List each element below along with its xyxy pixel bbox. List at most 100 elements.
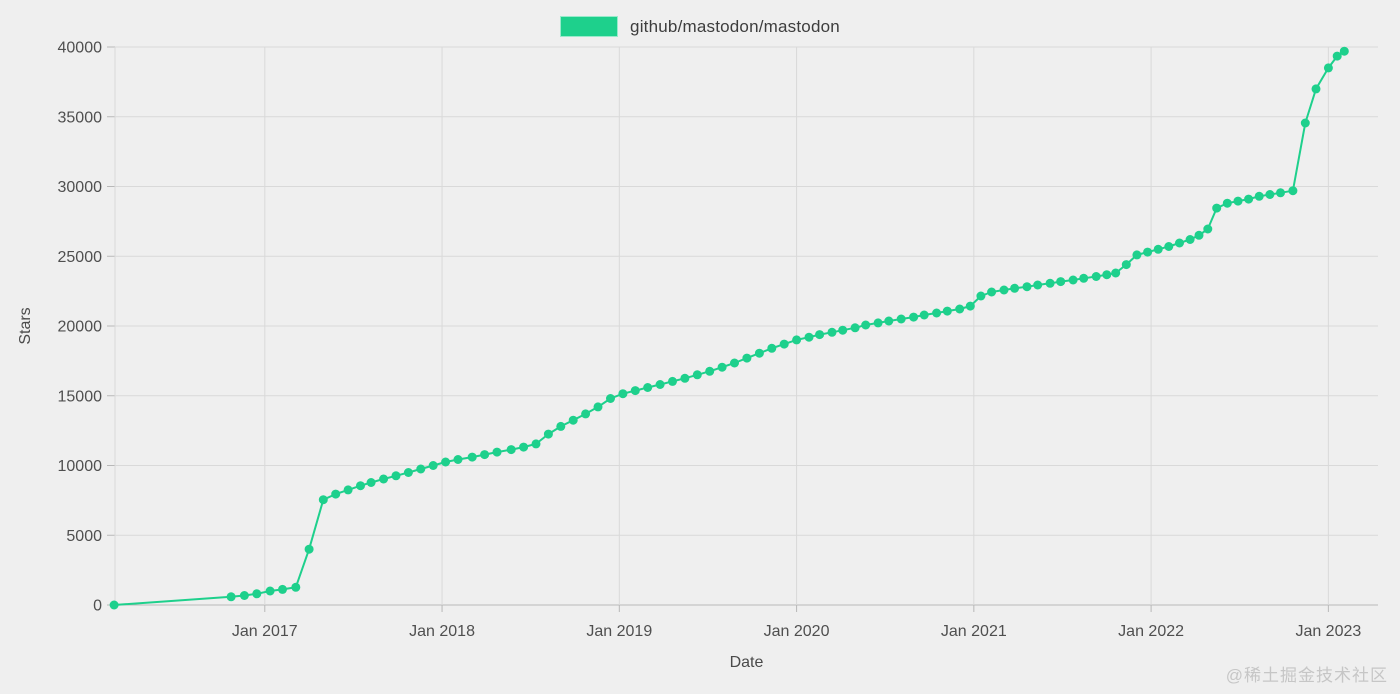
- data-point[interactable]: [1194, 230, 1204, 240]
- data-point[interactable]: [226, 592, 236, 602]
- data-point[interactable]: [779, 339, 789, 349]
- data-point[interactable]: [668, 376, 677, 386]
- data-point[interactable]: [1233, 196, 1243, 206]
- data-point[interactable]: [492, 447, 502, 457]
- data-point[interactable]: [291, 582, 301, 592]
- data-point[interactable]: [680, 373, 690, 383]
- data-point[interactable]: [942, 306, 952, 316]
- data-point[interactable]: [692, 370, 702, 380]
- data-point[interactable]: [1033, 280, 1043, 290]
- data-point[interactable]: [1300, 118, 1310, 128]
- data-point[interactable]: [792, 335, 802, 345]
- data-point[interactable]: [630, 386, 640, 396]
- data-point[interactable]: [531, 439, 541, 449]
- data-point[interactable]: [1143, 247, 1153, 257]
- data-point[interactable]: [543, 429, 553, 439]
- data-point[interactable]: [987, 287, 997, 297]
- data-point[interactable]: [416, 464, 426, 474]
- data-point[interactable]: [827, 327, 837, 337]
- data-point[interactable]: [1079, 273, 1089, 283]
- data-point[interactable]: [606, 394, 615, 403]
- data-point[interactable]: [1311, 84, 1321, 94]
- data-point[interactable]: [730, 358, 739, 368]
- data-point[interactable]: [265, 586, 275, 596]
- data-point[interactable]: [643, 383, 653, 392]
- data-point[interactable]: [1332, 51, 1342, 61]
- data-point[interactable]: [304, 544, 314, 554]
- data-point[interactable]: [618, 389, 628, 399]
- data-point[interactable]: [1254, 191, 1264, 201]
- data-point[interactable]: [1010, 283, 1020, 293]
- data-point[interactable]: [356, 481, 365, 491]
- data-point[interactable]: [965, 301, 975, 311]
- data-point[interactable]: [1056, 277, 1066, 287]
- data-point[interactable]: [441, 457, 451, 467]
- data-point[interactable]: [1121, 260, 1131, 270]
- data-point[interactable]: [556, 421, 566, 431]
- data-point[interactable]: [453, 455, 463, 464]
- data-point[interactable]: [1203, 224, 1213, 234]
- y-tick-label: 20000: [58, 319, 103, 336]
- data-point[interactable]: [278, 584, 287, 594]
- data-point[interactable]: [1265, 190, 1275, 199]
- data-point[interactable]: [519, 442, 529, 452]
- data-point[interactable]: [1323, 63, 1333, 73]
- data-point[interactable]: [742, 353, 752, 363]
- data-point[interactable]: [506, 445, 516, 455]
- data-point[interactable]: [896, 314, 906, 324]
- data-point[interactable]: [909, 312, 919, 322]
- data-point[interactable]: [1153, 244, 1163, 254]
- data-point[interactable]: [1164, 242, 1174, 251]
- data-point[interactable]: [581, 409, 591, 419]
- data-point[interactable]: [932, 308, 942, 318]
- data-point[interactable]: [1091, 272, 1101, 281]
- data-point[interactable]: [804, 332, 814, 342]
- data-point[interactable]: [1132, 250, 1142, 260]
- data-point[interactable]: [754, 348, 764, 358]
- data-point[interactable]: [1244, 194, 1254, 204]
- data-point[interactable]: [1068, 275, 1078, 285]
- data-point[interactable]: [403, 468, 413, 477]
- data-point[interactable]: [1222, 198, 1232, 208]
- data-point[interactable]: [343, 485, 353, 495]
- data-point[interactable]: [1175, 238, 1184, 248]
- data-point[interactable]: [717, 362, 727, 372]
- data-point[interactable]: [767, 343, 777, 353]
- data-point[interactable]: [861, 320, 871, 330]
- data-point[interactable]: [109, 600, 119, 610]
- data-point[interactable]: [391, 471, 401, 481]
- data-point[interactable]: [428, 461, 438, 470]
- data-point[interactable]: [705, 366, 715, 376]
- data-point[interactable]: [1022, 282, 1032, 292]
- data-point[interactable]: [1102, 270, 1112, 280]
- data-point[interactable]: [593, 402, 603, 412]
- data-point[interactable]: [1185, 235, 1195, 244]
- data-point[interactable]: [1339, 46, 1349, 56]
- data-point[interactable]: [331, 489, 341, 499]
- data-point[interactable]: [568, 415, 578, 425]
- data-point[interactable]: [999, 285, 1009, 295]
- data-point[interactable]: [884, 316, 894, 326]
- data-point[interactable]: [1111, 268, 1121, 278]
- data-point[interactable]: [1276, 188, 1285, 198]
- data-point[interactable]: [815, 330, 825, 340]
- data-point[interactable]: [366, 478, 376, 487]
- data-point[interactable]: [467, 452, 477, 462]
- data-point[interactable]: [655, 380, 665, 389]
- data-point[interactable]: [919, 310, 929, 320]
- data-point[interactable]: [1212, 203, 1222, 213]
- data-point[interactable]: [318, 495, 328, 505]
- data-point[interactable]: [838, 325, 848, 335]
- data-point[interactable]: [379, 474, 389, 484]
- data-point[interactable]: [873, 318, 883, 328]
- data-point[interactable]: [1045, 278, 1055, 288]
- data-point[interactable]: [1288, 186, 1298, 196]
- data-point[interactable]: [850, 323, 860, 333]
- data-point[interactable]: [239, 591, 249, 600]
- data-point[interactable]: [480, 450, 490, 460]
- data-point[interactable]: [955, 304, 965, 314]
- data-point[interactable]: [252, 589, 262, 599]
- data-point[interactable]: [976, 291, 986, 301]
